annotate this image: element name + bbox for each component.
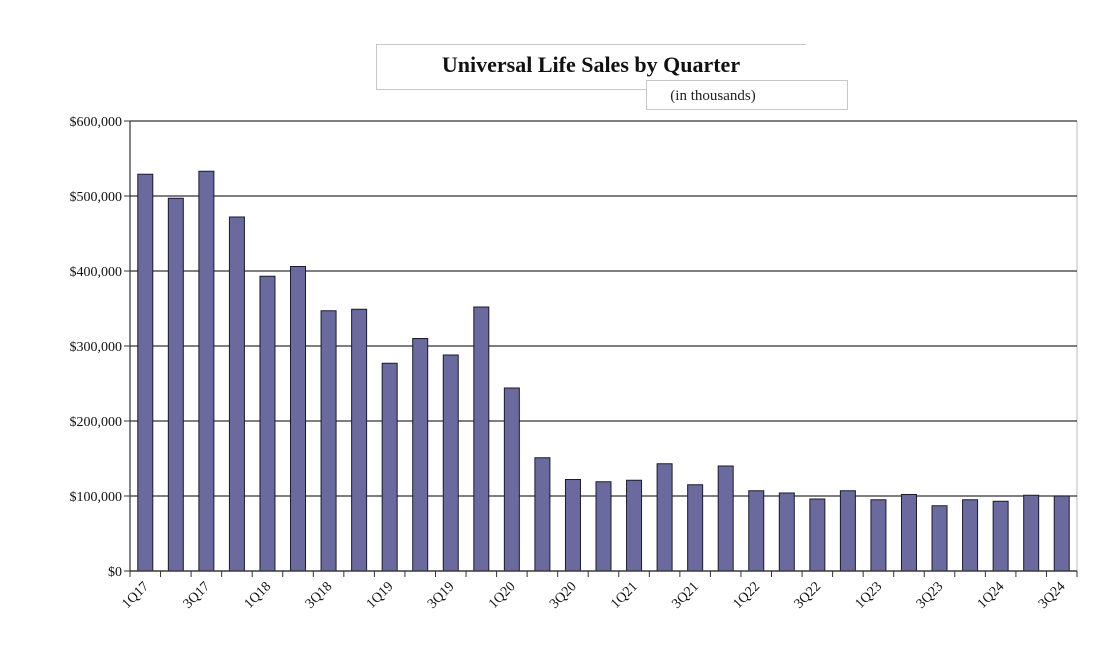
- bar-2Q23: [900, 494, 917, 572]
- bar-3Q21: [687, 484, 704, 572]
- bar-3Q20: [564, 479, 581, 572]
- y-tick-label: $300,000: [70, 340, 123, 355]
- bar-1Q21: [626, 479, 643, 572]
- y-tick-label: $600,000: [70, 115, 123, 130]
- bar-4Q18: [351, 308, 368, 572]
- y-tick-label: $0: [108, 565, 122, 580]
- bar-1Q22: [748, 490, 765, 572]
- bar-4Q22: [839, 490, 856, 572]
- bar-4Q20: [595, 481, 612, 572]
- bar-3Q17: [198, 170, 215, 572]
- bar-1Q19: [381, 362, 398, 572]
- bar-2Q22: [778, 492, 795, 572]
- x-tick-label: 3Q23: [914, 579, 947, 612]
- x-tick-label: 3Q19: [425, 579, 458, 612]
- bar-3Q19: [442, 354, 459, 572]
- subtitle-box: [646, 80, 848, 110]
- x-tick-label: 3Q20: [547, 579, 580, 612]
- bar-2Q17: [167, 197, 184, 572]
- y-tick-label: $500,000: [70, 190, 123, 205]
- bar-3Q24: [1053, 495, 1070, 572]
- chart-title: Universal Life Sales by Quarter: [441, 52, 741, 77]
- title-box: [376, 44, 806, 90]
- bar-2Q21: [656, 463, 673, 572]
- bar-2Q24: [1023, 494, 1040, 572]
- bar-2Q18: [290, 266, 307, 572]
- bar-1Q23: [870, 499, 887, 572]
- x-tick-label: 1Q24: [975, 579, 1008, 612]
- bar-4Q21: [717, 465, 734, 572]
- x-tick-label: 3Q17: [181, 579, 214, 612]
- x-tick-label: 1Q23: [853, 579, 886, 612]
- bar-3Q22: [809, 498, 826, 572]
- x-tick-label: 3Q22: [792, 579, 825, 612]
- bar-3Q23: [931, 505, 948, 572]
- bar-4Q17: [228, 216, 245, 572]
- x-tick-label: 3Q24: [1036, 579, 1069, 612]
- x-tick-label: 1Q20: [486, 579, 519, 612]
- bar-1Q18: [259, 275, 276, 572]
- bar-4Q23: [962, 499, 979, 572]
- bar-1Q17: [137, 173, 154, 572]
- bar-2Q20: [534, 457, 551, 572]
- bar-3Q18: [320, 310, 337, 572]
- chart-subtitle: (in thousands): [670, 88, 756, 104]
- bar-1Q20: [503, 387, 520, 572]
- y-tick-label: $100,000: [70, 490, 123, 505]
- bar-2Q19: [412, 338, 429, 572]
- y-tick-label: $200,000: [70, 415, 123, 430]
- bar-1Q24: [992, 500, 1009, 572]
- x-tick-label: 1Q17: [119, 579, 152, 612]
- x-tick-label: 1Q18: [242, 579, 275, 612]
- x-tick-label: 3Q18: [303, 579, 336, 612]
- x-tick-label: 1Q19: [364, 579, 397, 612]
- bar-4Q19: [473, 306, 490, 572]
- x-tick-label: 1Q21: [608, 579, 641, 612]
- x-tick-label: 1Q22: [730, 579, 763, 612]
- y-tick-label: $400,000: [70, 265, 123, 280]
- x-tick-label: 3Q21: [669, 579, 702, 612]
